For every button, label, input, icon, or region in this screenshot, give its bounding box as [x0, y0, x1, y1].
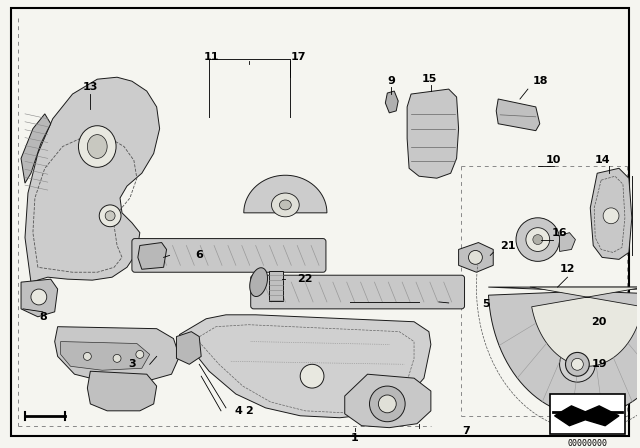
Polygon shape: [54, 327, 179, 381]
Circle shape: [83, 353, 92, 360]
Text: 12: 12: [560, 264, 575, 274]
Text: 16: 16: [552, 228, 568, 237]
Polygon shape: [21, 114, 51, 183]
Polygon shape: [179, 315, 431, 418]
Text: 2: 2: [245, 406, 253, 416]
Polygon shape: [177, 332, 201, 364]
Text: 11: 11: [204, 52, 219, 62]
Circle shape: [378, 395, 396, 413]
Text: 4: 4: [235, 406, 243, 416]
Text: 17: 17: [291, 52, 306, 62]
Polygon shape: [546, 305, 593, 339]
Polygon shape: [250, 268, 268, 297]
FancyBboxPatch shape: [269, 271, 284, 301]
FancyBboxPatch shape: [251, 275, 465, 309]
Circle shape: [533, 235, 543, 245]
FancyBboxPatch shape: [132, 239, 326, 272]
Ellipse shape: [79, 126, 116, 167]
Text: 5: 5: [483, 299, 490, 309]
Circle shape: [300, 364, 324, 388]
Text: 18: 18: [533, 76, 548, 86]
Polygon shape: [345, 374, 431, 428]
Circle shape: [113, 354, 121, 362]
Bar: [550, 394, 625, 434]
Text: 15: 15: [421, 74, 436, 84]
Text: 00000000: 00000000: [567, 439, 607, 448]
Text: 20: 20: [591, 317, 607, 327]
Text: 21: 21: [500, 241, 516, 250]
Circle shape: [31, 289, 47, 305]
Ellipse shape: [271, 193, 300, 217]
Text: 22: 22: [298, 274, 313, 284]
Polygon shape: [555, 406, 619, 426]
Circle shape: [369, 386, 405, 422]
Polygon shape: [385, 91, 398, 113]
Circle shape: [572, 358, 583, 370]
Polygon shape: [138, 242, 166, 269]
Circle shape: [526, 228, 550, 251]
Polygon shape: [559, 233, 575, 251]
Polygon shape: [459, 242, 493, 272]
Text: 1: 1: [351, 433, 358, 443]
Text: 13: 13: [83, 82, 98, 92]
Polygon shape: [244, 175, 327, 213]
Circle shape: [559, 346, 595, 382]
Polygon shape: [590, 168, 632, 259]
Text: 19: 19: [591, 359, 607, 369]
Text: 9: 9: [387, 76, 396, 86]
Text: 8: 8: [39, 312, 47, 322]
Text: 10: 10: [546, 155, 561, 165]
Ellipse shape: [105, 211, 115, 221]
Polygon shape: [496, 99, 540, 131]
Text: 3: 3: [128, 359, 136, 369]
Circle shape: [136, 350, 144, 358]
Ellipse shape: [99, 205, 121, 227]
Polygon shape: [61, 341, 150, 370]
Ellipse shape: [88, 135, 107, 159]
Polygon shape: [530, 287, 640, 366]
Polygon shape: [407, 89, 459, 178]
Text: 6: 6: [195, 250, 203, 260]
Polygon shape: [488, 287, 640, 416]
Circle shape: [468, 250, 483, 264]
Polygon shape: [88, 371, 157, 411]
Text: 7: 7: [463, 426, 470, 435]
Circle shape: [603, 208, 619, 224]
Polygon shape: [21, 279, 58, 317]
Circle shape: [516, 218, 559, 261]
Text: 14: 14: [595, 155, 610, 165]
Ellipse shape: [280, 200, 291, 210]
Polygon shape: [25, 77, 159, 282]
Circle shape: [566, 353, 589, 376]
